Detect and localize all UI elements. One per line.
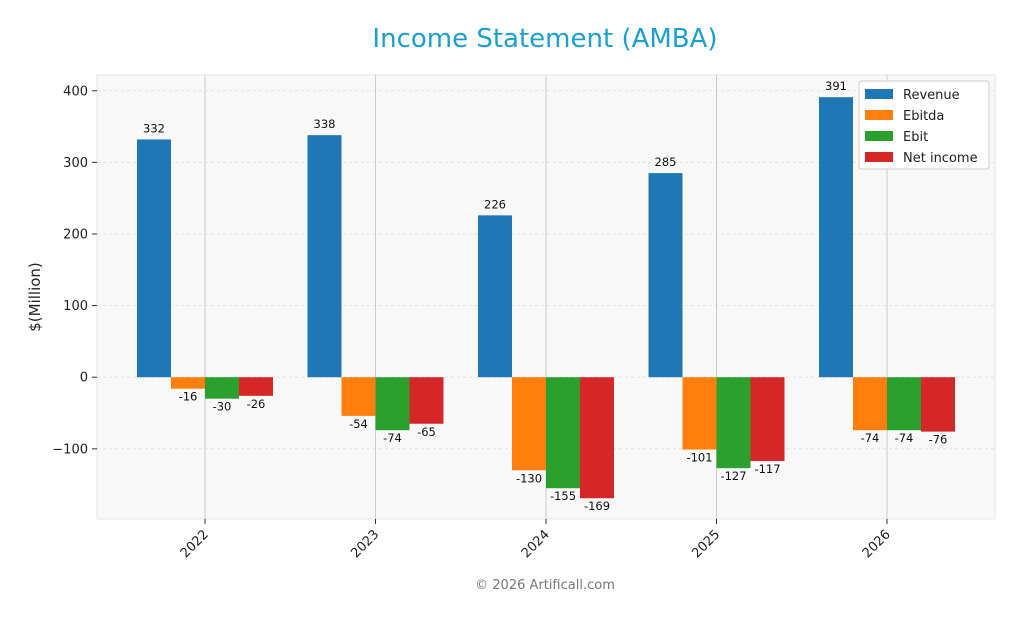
legend-entry: Revenue — [903, 88, 960, 103]
data-label: -74 — [895, 431, 914, 445]
x-axis: 2022 2023 2024 2025 2026 — [178, 519, 894, 561]
data-label: -117 — [754, 462, 780, 476]
data-label: -54 — [349, 417, 368, 431]
y-tick-label: 400 — [63, 84, 88, 99]
bar-revenue — [478, 215, 512, 378]
data-label: 285 — [655, 155, 677, 169]
data-labels: 332 -16 -30 -26 338 -54 -74 -65 226 -130 -155 -169 2… — [143, 79, 947, 513]
legend-box — [858, 80, 990, 170]
y-tick-label: 300 — [63, 156, 88, 171]
bar-net-income — [239, 377, 273, 396]
y-axis: −100 0 100 200 300 400 — [52, 84, 97, 457]
legend-swatch — [865, 131, 893, 141]
y-axis-label: $(Million) — [26, 262, 44, 332]
x-tick-label: 2024 — [519, 527, 553, 561]
data-label: 226 — [484, 197, 506, 211]
data-label: 332 — [143, 121, 165, 135]
legend-entry: Ebit — [903, 130, 928, 145]
data-label: -130 — [516, 471, 542, 485]
legend-swatch — [865, 110, 893, 120]
y-tick-label: 200 — [63, 227, 88, 242]
bar-net-income — [750, 377, 785, 461]
x-tick-label: 2022 — [178, 527, 212, 561]
data-label: -169 — [584, 499, 610, 513]
data-label: -65 — [417, 425, 436, 439]
legend-entry: Net income — [903, 151, 978, 166]
y-tick-label: −100 — [52, 442, 88, 457]
data-label: -16 — [179, 390, 198, 404]
bar-ebitda — [341, 377, 376, 416]
bar-ebit — [375, 377, 410, 431]
x-tick-label: 2025 — [689, 527, 723, 561]
data-label: -26 — [247, 397, 266, 411]
legend-swatch — [865, 152, 893, 162]
data-label: -76 — [929, 433, 948, 447]
bar-ebitda — [682, 377, 717, 450]
bar-ebitda — [171, 377, 205, 389]
bar-ebit — [716, 377, 751, 469]
data-label: 338 — [314, 117, 336, 131]
x-tick-label: 2026 — [860, 527, 894, 561]
bar-ebit — [546, 377, 580, 489]
data-label: 391 — [825, 79, 847, 93]
chart-title: Income Statement (AMBA) — [372, 24, 717, 54]
bar-ebit — [887, 377, 921, 431]
bar-ebitda — [512, 377, 546, 471]
data-label: -30 — [213, 400, 232, 414]
data-label: -127 — [720, 469, 746, 483]
bars — [137, 97, 955, 499]
bar-ebitda — [853, 377, 887, 431]
bar-net-income — [409, 377, 444, 424]
bar-net-income — [921, 377, 955, 432]
bar-ebit — [205, 377, 239, 399]
data-label: -101 — [686, 451, 712, 465]
bar-revenue — [137, 139, 171, 378]
x-tick-label: 2023 — [348, 527, 382, 561]
legend: Revenue Ebitda Ebit Net income — [858, 80, 990, 170]
bar-revenue — [819, 97, 853, 378]
y-tick-label: 0 — [80, 371, 88, 386]
bar-revenue — [307, 135, 342, 378]
data-label: -155 — [550, 489, 576, 503]
legend-entry: Ebitda — [903, 109, 944, 124]
bar-net-income — [580, 377, 614, 499]
legend-swatch — [865, 89, 893, 99]
bar-revenue — [648, 173, 683, 378]
data-label: -74 — [383, 431, 402, 445]
footer-copyright: © 2026 Artificall.com — [475, 578, 615, 593]
y-tick-label: 100 — [63, 299, 88, 314]
data-label: -74 — [861, 431, 880, 445]
